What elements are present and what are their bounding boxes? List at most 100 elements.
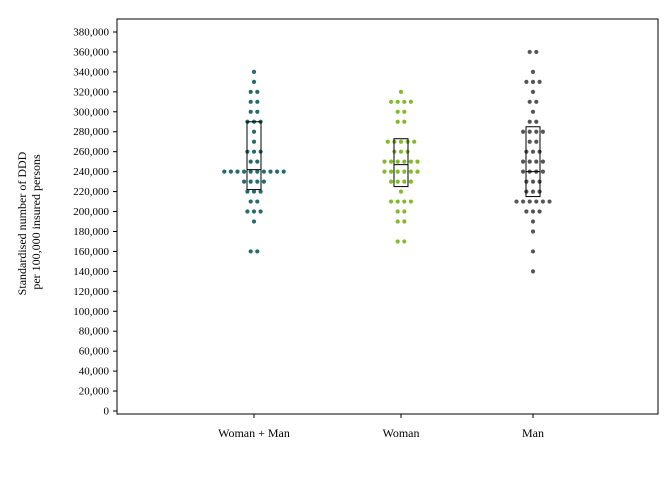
- x-category-label: Woman: [382, 426, 419, 440]
- data-point: [395, 219, 400, 224]
- data-point: [251, 189, 257, 194]
- data-point: [389, 169, 394, 174]
- data-point: [402, 179, 407, 184]
- data-point: [415, 169, 420, 174]
- y-tick-label: 120,000: [73, 286, 109, 298]
- data-point: [521, 159, 526, 164]
- series-layer: [222, 49, 552, 274]
- data-point: [530, 69, 536, 74]
- data-point: [228, 169, 233, 174]
- y-tick-label: 280,000: [73, 126, 109, 138]
- y-tick-label: 260,000: [73, 146, 109, 158]
- y-tick-label: 40,000: [79, 366, 110, 378]
- x-axis: Woman + Man Woman Man: [218, 414, 544, 440]
- data-point: [389, 179, 394, 184]
- data-point: [395, 169, 400, 174]
- data-point: [389, 99, 394, 104]
- data-point: [527, 139, 532, 144]
- data-point: [248, 89, 253, 94]
- data-point: [255, 159, 260, 164]
- data-point: [521, 199, 526, 204]
- data-point: [248, 99, 253, 104]
- box-iqr: [393, 138, 409, 188]
- y-tick-label: 160,000: [73, 246, 109, 258]
- y-tick-label: 340,000: [73, 66, 109, 78]
- data-point: [258, 189, 263, 194]
- y-tick-label: 0: [104, 406, 110, 418]
- data-point: [261, 169, 266, 174]
- data-point: [245, 209, 250, 214]
- x-category-label: Man: [522, 426, 544, 440]
- series-group: [382, 89, 420, 244]
- data-point: [530, 219, 536, 224]
- data-point: [268, 169, 273, 174]
- data-point: [530, 79, 536, 84]
- data-point: [530, 189, 536, 194]
- data-point: [398, 189, 404, 194]
- data-point: [540, 169, 546, 174]
- data-point: [402, 109, 407, 114]
- data-point: [248, 199, 253, 204]
- data-point: [402, 99, 407, 104]
- data-point: [527, 129, 532, 134]
- data-point: [395, 239, 400, 244]
- data-point: [251, 209, 257, 214]
- data-point: [395, 109, 400, 114]
- data-point: [527, 159, 532, 164]
- data-point: [251, 129, 257, 134]
- data-point: [398, 89, 404, 94]
- data-point: [398, 139, 404, 144]
- y-tick-label: 320,000: [73, 86, 109, 98]
- data-point: [527, 119, 532, 124]
- data-point: [255, 199, 260, 204]
- y-tick-label: 20,000: [79, 386, 110, 398]
- data-point: [248, 249, 253, 254]
- data-point: [530, 229, 536, 234]
- plot-frame: [116, 18, 659, 415]
- data-point: [395, 119, 400, 124]
- data-point: [251, 139, 257, 144]
- data-point: [402, 169, 407, 174]
- data-point: [530, 149, 536, 154]
- data-point: [382, 159, 387, 164]
- y-tick-label: 220,000: [73, 186, 109, 198]
- y-tick-label: 80,000: [79, 326, 110, 338]
- data-point: [534, 199, 539, 204]
- data-point: [408, 99, 413, 104]
- data-point: [402, 209, 407, 214]
- data-point: [524, 209, 529, 214]
- y-axis-title-line-1: Standardised number of DDD: [15, 151, 29, 295]
- data-point: [402, 159, 407, 164]
- y-tick-label: 300,000: [73, 106, 109, 118]
- x-category-label: Woman + Man: [218, 426, 290, 440]
- data-point: [258, 209, 263, 214]
- box-iqr: [525, 126, 541, 198]
- data-point: [537, 209, 542, 214]
- y-tick-label: 360,000: [73, 46, 109, 58]
- data-point: [395, 199, 400, 204]
- series-group: [222, 69, 286, 254]
- data-point: [540, 159, 546, 164]
- data-point: [530, 109, 536, 114]
- data-point: [382, 169, 387, 174]
- data-point: [398, 149, 404, 154]
- y-tick-label: 60,000: [79, 346, 110, 358]
- data-point: [275, 169, 280, 174]
- y-tick-label: 200,000: [73, 206, 109, 218]
- y-tick-label: 100,000: [73, 306, 109, 318]
- data-point: [415, 159, 420, 164]
- data-point: [534, 119, 539, 124]
- data-point: [389, 199, 394, 204]
- data-point: [248, 109, 253, 114]
- y-axis-title-line-2: per 100,000 insured persons: [29, 154, 43, 290]
- data-point: [530, 269, 536, 274]
- data-point: [385, 139, 390, 144]
- data-point: [534, 49, 539, 55]
- box-iqr: [246, 121, 262, 191]
- data-point: [540, 199, 546, 204]
- data-point: [235, 169, 240, 174]
- data-point: [255, 169, 260, 174]
- data-point: [530, 249, 536, 254]
